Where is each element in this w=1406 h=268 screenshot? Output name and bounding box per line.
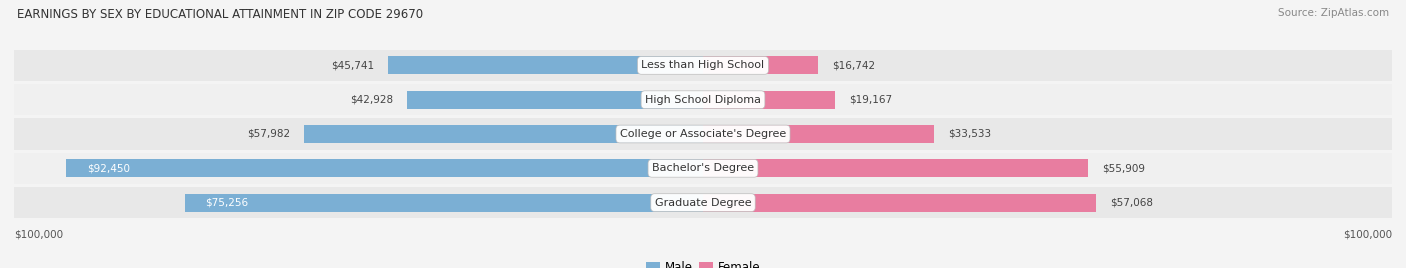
Text: $19,167: $19,167 bbox=[849, 95, 891, 105]
Bar bbox=[66, 159, 703, 177]
Text: $55,909: $55,909 bbox=[1102, 163, 1144, 173]
Bar bbox=[14, 84, 1392, 116]
Bar bbox=[408, 91, 703, 109]
Text: College or Associate's Degree: College or Associate's Degree bbox=[620, 129, 786, 139]
Legend: Male, Female: Male, Female bbox=[641, 256, 765, 268]
Text: $16,742: $16,742 bbox=[832, 60, 876, 70]
Text: Source: ZipAtlas.com: Source: ZipAtlas.com bbox=[1278, 8, 1389, 18]
Bar bbox=[14, 152, 1392, 184]
Bar bbox=[703, 159, 1088, 177]
Text: $100,000: $100,000 bbox=[14, 229, 63, 239]
Bar bbox=[703, 57, 818, 74]
Bar bbox=[14, 50, 1392, 81]
Text: Bachelor's Degree: Bachelor's Degree bbox=[652, 163, 754, 173]
Text: High School Diploma: High School Diploma bbox=[645, 95, 761, 105]
Bar bbox=[703, 194, 1097, 211]
Bar bbox=[703, 91, 835, 109]
Text: $42,928: $42,928 bbox=[350, 95, 394, 105]
Bar bbox=[14, 118, 1392, 150]
Text: Less than High School: Less than High School bbox=[641, 60, 765, 70]
Bar bbox=[388, 57, 703, 74]
Text: Graduate Degree: Graduate Degree bbox=[655, 198, 751, 208]
Bar bbox=[184, 194, 703, 211]
Text: $45,741: $45,741 bbox=[330, 60, 374, 70]
Bar bbox=[14, 187, 1392, 218]
Text: EARNINGS BY SEX BY EDUCATIONAL ATTAINMENT IN ZIP CODE 29670: EARNINGS BY SEX BY EDUCATIONAL ATTAINMEN… bbox=[17, 8, 423, 21]
Bar bbox=[304, 125, 703, 143]
Text: $33,533: $33,533 bbox=[948, 129, 991, 139]
Text: $75,256: $75,256 bbox=[205, 198, 249, 208]
Text: $57,068: $57,068 bbox=[1109, 198, 1153, 208]
Text: $100,000: $100,000 bbox=[1343, 229, 1392, 239]
Text: $57,982: $57,982 bbox=[246, 129, 290, 139]
Text: $92,450: $92,450 bbox=[87, 163, 129, 173]
Bar bbox=[703, 125, 934, 143]
